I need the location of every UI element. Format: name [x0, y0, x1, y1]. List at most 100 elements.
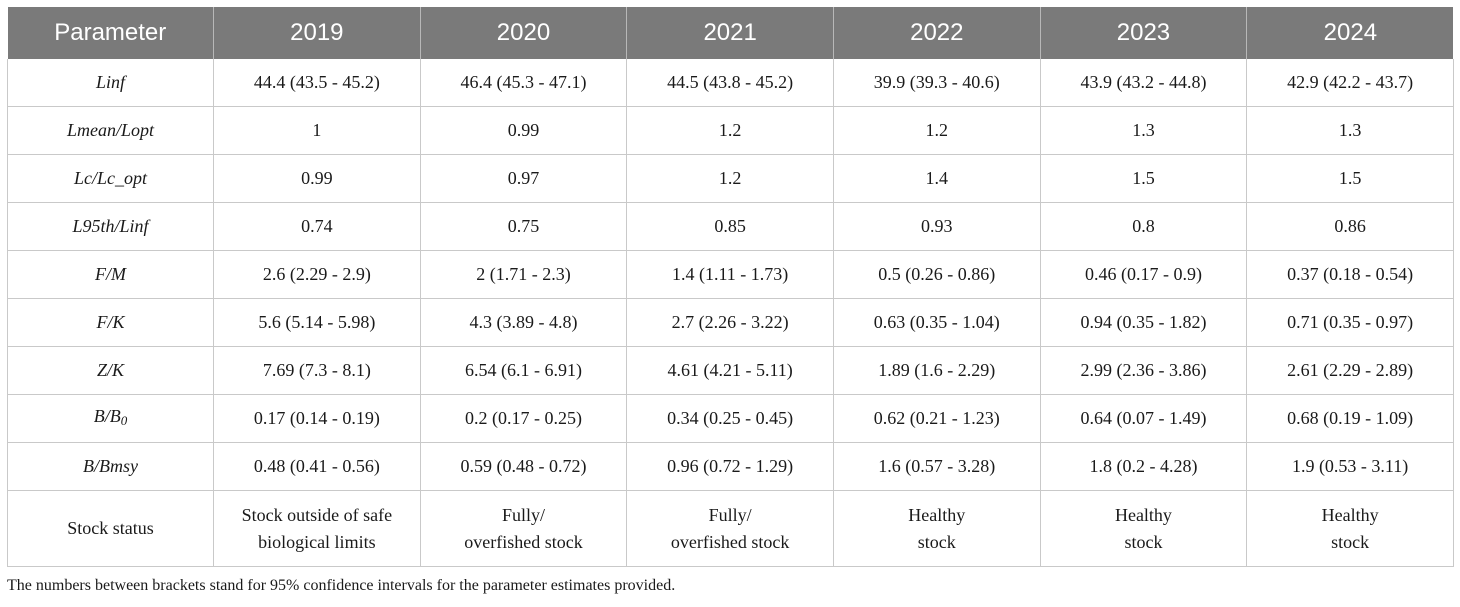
- table-cell: 0.8: [1039, 202, 1247, 251]
- table-cell: 46.4 (45.3 - 47.1): [419, 59, 627, 107]
- table-cell: 1.2: [832, 106, 1041, 155]
- parameter-name: B/B0: [7, 394, 214, 443]
- table-cell: 0.17 (0.14 - 0.19): [213, 394, 421, 443]
- header-year: 2023: [1039, 7, 1247, 59]
- parameter-name: Linf: [7, 59, 214, 107]
- stock-status-row: Stock status Stock outside of safe biolog…: [7, 490, 1454, 567]
- parameter-name: Lc/Lc_opt: [7, 154, 214, 203]
- parameter-name: Stock status: [7, 490, 214, 567]
- table-cell: 0.2 (0.17 - 0.25): [419, 394, 627, 443]
- status-line: Healthy: [908, 504, 966, 525]
- table-cell: 1.4: [832, 154, 1041, 203]
- table-row: Lc/Lc_opt 0.99 0.97 1.2 1.4 1.5 1.5: [7, 154, 1454, 203]
- table-cell: 0.46 (0.17 - 0.9): [1039, 250, 1247, 299]
- parameter-name-subscript: 0: [120, 413, 128, 428]
- table-cell: 2.61 (2.29 - 2.89): [1246, 346, 1454, 395]
- table-cell: 1.8 (0.2 - 4.28): [1039, 442, 1247, 491]
- table-cell: 1.3: [1039, 106, 1247, 155]
- table-cell: 1.9 (0.53 - 3.11): [1246, 442, 1454, 491]
- parameter-name: F/K: [7, 298, 214, 347]
- table-row: F/K 5.6 (5.14 - 5.98) 4.3 (3.89 - 4.8) 2…: [7, 298, 1454, 347]
- header-year: 2020: [419, 7, 627, 59]
- status-cell: Stock outside of safe biological limits: [213, 490, 421, 567]
- table-cell: 1.89 (1.6 - 2.29): [832, 346, 1041, 395]
- status-line: Fully/: [708, 504, 752, 525]
- table-cell: 4.3 (3.89 - 4.8): [419, 298, 627, 347]
- table-header-row: Parameter 2019 2020 2021 2022 2023 2024: [7, 7, 1454, 59]
- parameter-name: L95th/Linf: [7, 202, 214, 251]
- parameter-table: Parameter 2019 2020 2021 2022 2023 2024 …: [7, 7, 1454, 567]
- status-cell: Fully/overfished stock: [419, 490, 627, 567]
- table-cell: 44.5 (43.8 - 45.2): [626, 59, 834, 107]
- table-cell: 0.93: [832, 202, 1041, 251]
- table-cell: 42.9 (42.2 - 43.7): [1246, 59, 1454, 107]
- status-cell: Fully/overfished stock: [626, 490, 834, 567]
- table-cell: 1.5: [1039, 154, 1247, 203]
- header-year: 2019: [213, 7, 421, 59]
- status-line: stock: [1124, 531, 1163, 552]
- table-cell: 0.99: [419, 106, 627, 155]
- status-line: overfished stock: [464, 531, 583, 552]
- table-cell: 2 (1.71 - 2.3): [419, 250, 627, 299]
- table-row: B/Bmsy 0.48 (0.41 - 0.56) 0.59 (0.48 - 0…: [7, 442, 1454, 491]
- table-cell: 0.37 (0.18 - 0.54): [1246, 250, 1454, 299]
- status-line: stock: [917, 531, 956, 552]
- table-cell: 1.3: [1246, 106, 1454, 155]
- table-row: Lmean/Lopt 1 0.99 1.2 1.2 1.3 1.3: [7, 106, 1454, 155]
- table-cell: 0.34 (0.25 - 0.45): [626, 394, 834, 443]
- table-cell: 2.7 (2.26 - 3.22): [626, 298, 834, 347]
- status-line: Healthy: [1321, 504, 1379, 525]
- table-cell: 0.48 (0.41 - 0.56): [213, 442, 421, 491]
- status-line: overfished stock: [670, 531, 790, 552]
- status-line: stock: [1331, 531, 1370, 552]
- table-cell: 0.97: [419, 154, 627, 203]
- parameter-name: Lmean/Lopt: [7, 106, 214, 155]
- status-cell: Healthy stock: [832, 490, 1041, 567]
- table-row: B/B0 0.17 (0.14 - 0.19) 0.2 (0.17 - 0.25…: [7, 394, 1454, 443]
- table-cell: 0.5 (0.26 - 0.86): [832, 250, 1041, 299]
- table-row: Linf 44.4 (43.5 - 45.2) 46.4 (45.3 - 47.…: [7, 59, 1454, 107]
- table-cell: 1.6 (0.57 - 3.28): [832, 442, 1041, 491]
- table-cell: 0.71 (0.35 - 0.97): [1246, 298, 1454, 347]
- parameter-name: B/Bmsy: [7, 442, 214, 491]
- table-cell: 1.2: [626, 154, 834, 203]
- parameter-name-main: B/B: [93, 406, 121, 426]
- table-cell: 7.69 (7.3 - 8.1): [213, 346, 421, 395]
- table-cell: 0.85: [626, 202, 834, 251]
- table-row: F/M 2.6 (2.29 - 2.9) 2 (1.71 - 2.3) 1.4 …: [7, 250, 1454, 299]
- table-cell: 0.62 (0.21 - 1.23): [832, 394, 1041, 443]
- table-cell: 4.61 (4.21 - 5.11): [626, 346, 834, 395]
- status-line: Fully/: [501, 504, 545, 525]
- table-cell: 43.9 (43.2 - 44.8): [1039, 59, 1247, 107]
- table-cell: 1.2: [626, 106, 834, 155]
- status-line: Healthy: [1114, 504, 1172, 525]
- table-cell: 1: [213, 106, 421, 155]
- table-cell: 44.4 (43.5 - 45.2): [213, 59, 421, 107]
- status-line: Stock outside of safe: [241, 504, 393, 525]
- table-cell: 39.9 (39.3 - 40.6): [832, 59, 1041, 107]
- table-cell: 0.86: [1246, 202, 1454, 251]
- header-year: 2021: [626, 7, 834, 59]
- status-cell: Healthy stock: [1246, 490, 1454, 567]
- table-cell: 2.99 (2.36 - 3.86): [1039, 346, 1247, 395]
- table-cell: 0.96 (0.72 - 1.29): [626, 442, 834, 491]
- table-cell: 0.64 (0.07 - 1.49): [1039, 394, 1247, 443]
- header-parameter: Parameter: [7, 7, 214, 59]
- table-cell: 0.94 (0.35 - 1.82): [1039, 298, 1247, 347]
- table-row: L95th/Linf 0.74 0.75 0.85 0.93 0.8 0.86: [7, 202, 1454, 251]
- table-cell: 6.54 (6.1 - 6.91): [419, 346, 627, 395]
- table-row: Z/K 7.69 (7.3 - 8.1) 6.54 (6.1 - 6.91) 4…: [7, 346, 1454, 395]
- table-cell: 1.5: [1246, 154, 1454, 203]
- table-cell: 5.6 (5.14 - 5.98): [213, 298, 421, 347]
- header-year: 2024: [1246, 7, 1454, 59]
- table-cell: 0.74: [213, 202, 421, 251]
- parameter-name: Z/K: [7, 346, 214, 395]
- table-cell: 0.99: [213, 154, 421, 203]
- table-footnote: The numbers between brackets stand for 9…: [7, 577, 676, 594]
- table-cell: 1.4 (1.11 - 1.73): [626, 250, 834, 299]
- status-line: biological limits: [258, 531, 376, 552]
- table-cell: 0.68 (0.19 - 1.09): [1246, 394, 1454, 443]
- header-year: 2022: [832, 7, 1041, 59]
- status-cell: Healthy stock: [1039, 490, 1247, 567]
- table-cell: 2.6 (2.29 - 2.9): [213, 250, 421, 299]
